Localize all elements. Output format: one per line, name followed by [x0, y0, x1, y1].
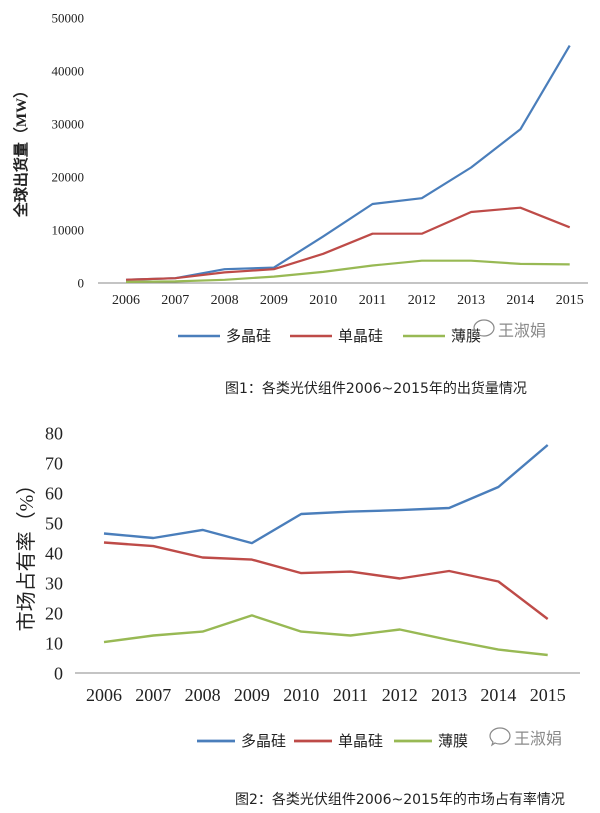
y-tick-label: 30 [45, 573, 63, 593]
x-tick-label: 2010 [309, 293, 337, 308]
chart-2-legend: 多晶硅 单晶硅 薄膜 [197, 732, 468, 750]
x-tick-label: 2015 [556, 293, 584, 308]
chart-1-y-tick-labels: 0 10000 20000 30000 40000 50000 [52, 11, 85, 291]
y-tick-label: 20 [45, 603, 63, 623]
x-tick-label: 2013 [431, 685, 467, 705]
chart-2-series-lines [103, 444, 549, 657]
x-tick-label: 2012 [382, 685, 418, 705]
y-tick-label: 30000 [52, 117, 85, 132]
x-tick-label: 2006 [86, 685, 122, 705]
legend-label-poly: 多晶硅 [241, 732, 286, 750]
series-line-mono [103, 541, 549, 620]
legend-label-film: 薄膜 [438, 732, 468, 750]
y-tick-label: 0 [54, 663, 63, 683]
y-tick-label: 40 [45, 543, 63, 563]
y-tick-label: 80 [45, 423, 63, 443]
chart-2-y-tick-labels: 0 10 20 30 40 50 60 70 80 [45, 423, 63, 683]
chart-2-watermark: 王淑娟 [489, 727, 562, 748]
x-tick-label: 2014 [506, 293, 534, 308]
chart-1-legend: 多晶硅 单晶硅 薄膜 [178, 327, 481, 345]
x-tick-label: 2010 [283, 685, 319, 705]
y-tick-label: 10 [45, 633, 63, 653]
y-tick-label: 60 [45, 483, 63, 503]
y-tick-label: 20000 [52, 170, 85, 185]
legend-label-mono: 单晶硅 [338, 327, 383, 345]
series-line-poly [125, 45, 571, 281]
x-tick-label: 2008 [211, 293, 239, 308]
chart-2-watermark-text: 王淑娟 [514, 729, 562, 748]
x-tick-label: 2011 [333, 685, 368, 705]
y-tick-label: 40000 [52, 64, 85, 79]
legend-label-film: 薄膜 [451, 327, 481, 345]
wechat-icon [489, 727, 511, 747]
series-line-film [103, 614, 548, 657]
series-line-film [125, 259, 570, 283]
legend-label-mono: 单晶硅 [338, 732, 383, 750]
series-line-mono [125, 206, 571, 281]
x-tick-label: 2013 [457, 293, 485, 308]
y-tick-label: 50 [45, 513, 63, 533]
chart-2-caption: 图2：各类光伏组件2006~2015年的市场占有率情况 [235, 791, 565, 808]
x-tick-label: 2008 [185, 685, 221, 705]
x-tick-label: 2009 [260, 293, 288, 308]
wechat-icon [473, 319, 495, 339]
y-tick-label: 50000 [52, 11, 85, 26]
chart-1-y-axis-label: 全球出货量（MW） [12, 83, 30, 218]
x-tick-label: 2015 [530, 685, 566, 705]
series-line-poly [103, 444, 549, 545]
x-tick-label: 2007 [161, 293, 189, 308]
x-tick-label: 2011 [359, 293, 386, 308]
legend-label-poly: 多晶硅 [226, 327, 271, 345]
chart-1-series-lines [125, 45, 571, 283]
chart-1-caption: 图1：各类光伏组件2006~2015年的出货量情况 [225, 380, 527, 397]
x-tick-label: 2009 [234, 685, 270, 705]
x-tick-label: 2006 [112, 293, 140, 308]
y-tick-label: 0 [78, 276, 85, 291]
chart-1-x-tick-labels: 2006 2007 2008 2009 2010 2011 2012 2013 2014 2015 [112, 293, 584, 308]
y-tick-label: 70 [45, 453, 63, 473]
x-tick-label: 2007 [135, 685, 171, 705]
x-tick-label: 2012 [408, 293, 436, 308]
chart-2-x-tick-labels: 2006 2007 2008 2009 2010 2011 2012 2013 2014 2015 [86, 685, 566, 705]
chart-1-watermark-text: 王淑娟 [498, 321, 546, 340]
y-tick-label: 10000 [52, 223, 85, 238]
x-tick-label: 2014 [480, 685, 516, 705]
chart-1-watermark: 王淑娟 [473, 319, 546, 340]
chart-2-y-axis-label: 市场占有率（%） [15, 475, 38, 632]
